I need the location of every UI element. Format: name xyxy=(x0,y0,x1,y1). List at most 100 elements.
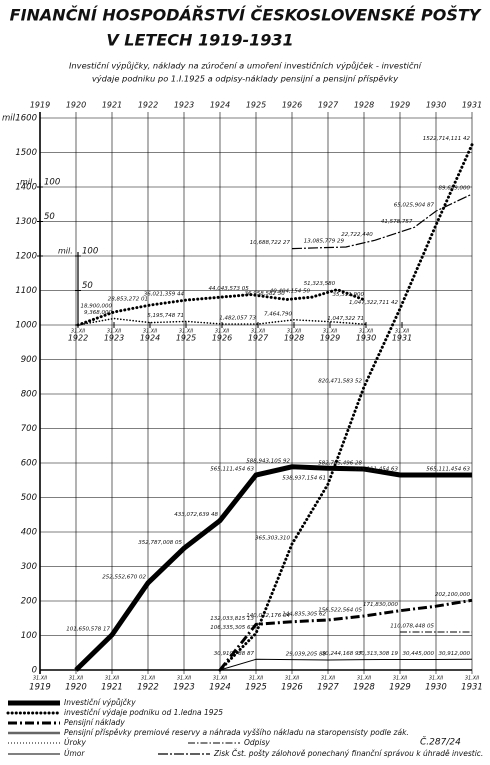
value-label: 433,072,639 48 xyxy=(174,512,218,518)
y-axis-label: mil. xyxy=(20,178,35,187)
y-tick-label: 900 xyxy=(21,355,37,365)
x-tick-label: 1920 xyxy=(66,101,86,110)
x-tick-label: 1923 xyxy=(174,101,194,110)
value-label: 365,303,310 xyxy=(255,535,290,541)
x-tick-prefix: 31.XII xyxy=(143,329,158,335)
x-tick-label: 1927 xyxy=(248,334,269,343)
x-tick-prefix: 31.XII xyxy=(465,676,480,682)
x-tick-prefix: 31.XII xyxy=(395,329,410,335)
x-tick-prefix: 31.XII xyxy=(357,676,372,682)
value-label: 40,404,154 50 xyxy=(270,289,311,295)
value-label: 140,032,176 04 xyxy=(246,613,290,619)
series-line xyxy=(219,658,473,671)
x-tick-prefix: 31.XII xyxy=(393,676,408,682)
x-tick-label: 1923 xyxy=(104,334,124,343)
value-label: 30,313,308 19 xyxy=(358,651,399,657)
x-tick-label: 1928 xyxy=(284,334,304,343)
x-tick-label: 1929 xyxy=(320,334,340,343)
value-label: 7,464,790 xyxy=(264,311,292,317)
x-tick-prefix: 31.XII xyxy=(179,329,194,335)
value-label: 144,835,305 62 xyxy=(282,612,326,618)
value-label: 35,511,900 xyxy=(333,292,365,298)
x-tick-label: 1930 xyxy=(425,683,447,693)
x-tick-label: 1927 xyxy=(317,683,339,693)
y-tick-label: 100 xyxy=(44,178,60,188)
value-label: 110,078,448 05 xyxy=(390,624,434,630)
x-tick-label: 1919 xyxy=(29,683,51,693)
x-tick-label: 1929 xyxy=(389,683,411,693)
x-tick-prefix: 31.XII xyxy=(213,676,228,682)
x-tick-label: 1926 xyxy=(212,334,232,343)
x-tick-label: 1924 xyxy=(210,101,230,110)
x-tick-label: 1921 xyxy=(102,101,122,110)
value-label: 18,900,000 xyxy=(81,303,113,309)
value-label: 13,085,779 29 xyxy=(304,238,345,244)
x-tick-label: 1926 xyxy=(281,683,303,693)
value-label: 65,025,904 87 xyxy=(394,203,435,209)
value-label: 30,910,788 87 xyxy=(214,651,255,657)
chart-title: V LETECH 1919-1931 xyxy=(106,31,293,50)
y-tick-label: 300 xyxy=(21,562,37,572)
value-label: 30,912,000 xyxy=(439,651,471,657)
series-line xyxy=(77,317,367,326)
x-tick-label: 1919 xyxy=(30,101,50,110)
value-label: 1,047,322 71 xyxy=(327,316,364,322)
series-line xyxy=(74,464,472,672)
legend-label: Pensijní příspěvky premiové reservy a ná… xyxy=(64,728,409,737)
y-axis-label: mil. xyxy=(2,114,18,124)
y-tick-label: 600 xyxy=(21,459,37,469)
y-tick-label: 1100 xyxy=(15,286,37,296)
legend-label: Odpisy xyxy=(244,738,270,747)
y-tick-label: 200 xyxy=(21,597,37,607)
y-tick-label: 800 xyxy=(21,390,37,400)
chart-title: FINANČNÍ HOSPODÁŘSTVÍ ČESKOSLOVENSKÉ POŠ… xyxy=(10,5,482,25)
x-tick-label: 1928 xyxy=(354,101,374,110)
x-tick-label: 1931 xyxy=(461,683,483,693)
y-tick-label: 100 xyxy=(82,247,98,257)
value-label: 352,787,008 05 xyxy=(138,540,182,546)
value-label: 202,100,000 xyxy=(435,592,470,598)
x-tick-prefix: 31.XII xyxy=(321,676,336,682)
value-label: 29,039,205 88 xyxy=(286,651,327,657)
x-tick-prefix: 31.XII xyxy=(177,676,192,682)
x-tick-label: 1929 xyxy=(390,101,410,110)
x-tick-label: 1921 xyxy=(101,683,123,693)
x-tick-prefix: 31.XII xyxy=(107,329,122,335)
x-tick-label: 1926 xyxy=(282,101,302,110)
series-line xyxy=(218,143,474,672)
value-label: 171,830,000 xyxy=(363,602,398,608)
x-tick-prefix: 31.XII xyxy=(285,676,300,682)
x-tick-label: 1925 xyxy=(176,334,196,343)
x-tick-prefix: 31.XII xyxy=(251,329,266,335)
value-label: 44,043,573 05 xyxy=(209,286,250,292)
value-label: 588,943,105 92 xyxy=(246,458,290,464)
y-tick-label: 1500 xyxy=(15,148,37,158)
y-tick-label: 50 xyxy=(82,281,93,291)
x-tick-prefix: 31.XII xyxy=(323,329,338,335)
x-tick-label: 1931 xyxy=(392,334,412,343)
value-label: 106,335,305 62 xyxy=(210,625,254,631)
x-tick-label: 1925 xyxy=(246,101,266,110)
x-tick-prefix: 31.XII xyxy=(71,329,86,335)
x-tick-label: 1930 xyxy=(356,334,376,343)
legend-label: Úmor xyxy=(64,749,85,758)
y-tick-label: 1000 xyxy=(15,321,37,331)
x-tick-label: 1925 xyxy=(245,683,267,693)
x-tick-prefix: 31.XII xyxy=(69,676,84,682)
x-tick-prefix: 31.XII xyxy=(249,676,264,682)
x-tick-label: 1924 xyxy=(140,334,160,343)
value-label: 30,244,168 97 xyxy=(322,651,363,657)
value-label: 89,659,000 xyxy=(439,186,471,192)
y-tick-label: 50 xyxy=(44,212,55,222)
value-label: 252,552,670 02 xyxy=(102,574,146,580)
y-axis-label: mil. xyxy=(58,247,73,256)
x-tick-prefix: 31.XII xyxy=(141,676,156,682)
x-tick-label: 1923 xyxy=(173,683,195,693)
y-tick-label: 1400 xyxy=(15,183,37,193)
x-tick-prefix: 31.XII xyxy=(33,676,48,682)
value-label: 28,853,272 01 xyxy=(108,297,148,303)
y-tick-label: 0 xyxy=(32,666,37,676)
value-label: 1522,714,111 42 xyxy=(423,136,471,142)
value-label: 51,323,580 xyxy=(304,281,336,287)
x-tick-label: 1927 xyxy=(318,101,339,110)
